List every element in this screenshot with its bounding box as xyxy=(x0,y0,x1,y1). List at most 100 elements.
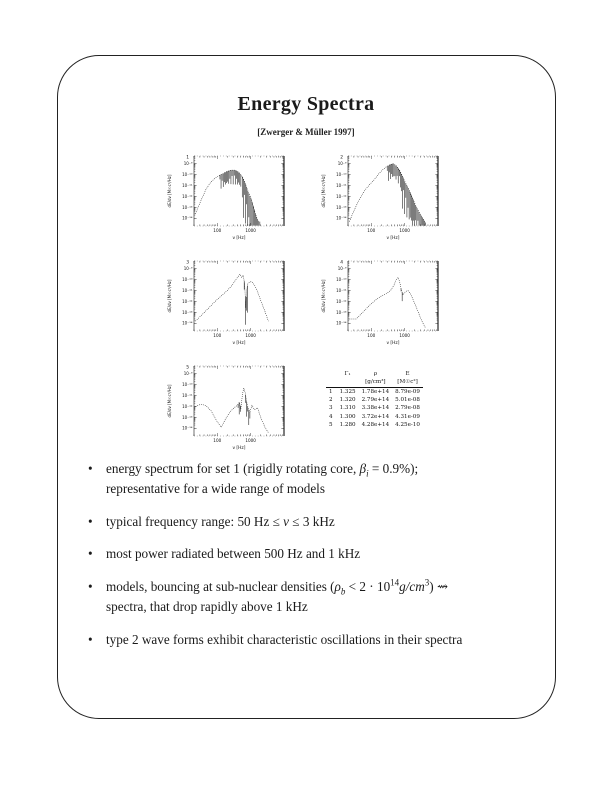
header-cell-gamma: Γ₁ xyxy=(344,371,351,377)
svg-text:ν [Hz]: ν [Hz] xyxy=(387,340,400,346)
bullet-icon: • xyxy=(88,631,93,647)
table-row: 3 1.310 3.38e+14 2.79e-08 xyxy=(326,404,423,412)
cell-energy: 4.25e-10 xyxy=(395,421,420,428)
svg-text:1000: 1000 xyxy=(245,228,256,233)
table-header-units-row: [g/cm³] [M☉c²] xyxy=(326,378,423,389)
svg-text:10⁻¹³: 10⁻¹³ xyxy=(336,310,347,315)
header-unit-cell xyxy=(326,378,337,389)
svg-text:100: 100 xyxy=(367,333,375,338)
svg-text:ν [Hz]: ν [Hz] xyxy=(387,235,400,241)
svg-text:10⁻¹⁴: 10⁻¹⁴ xyxy=(336,216,347,221)
spectrum-plot-2: 10⁻⁹ 10⁻¹⁰ 10⁻¹¹ 10⁻¹² 10⁻¹³ 10⁻¹⁴ 100 1000 ν [H… xyxy=(321,155,439,241)
svg-text:10⁻⁹: 10⁻⁹ xyxy=(338,161,347,166)
svg-text:10⁻¹⁴: 10⁻¹⁴ xyxy=(182,216,193,221)
svg-text:10⁻¹¹: 10⁻¹¹ xyxy=(182,393,193,398)
bullet-list: • energy spectrum for set 1 (rigidly rot… xyxy=(88,459,552,663)
table-header-row: Γ₁ ρ E xyxy=(326,370,423,378)
svg-text:10⁻¹²: 10⁻¹² xyxy=(182,194,193,199)
header-unit-cell-energy: [M☉c²] xyxy=(392,378,423,389)
svg-text:10⁻⁹: 10⁻⁹ xyxy=(338,266,347,271)
table-row: 1 1.325 1.78e+14 8.79e-09 xyxy=(326,388,423,397)
svg-text:ν [Hz]: ν [Hz] xyxy=(233,235,246,241)
svg-text:3: 3 xyxy=(186,260,189,266)
spectra-figure-grid: 10⁻⁹ 10⁻¹⁰ 10⁻¹¹ 10⁻¹² 10⁻¹³ 10⁻¹⁴ 100 1000 ν [H… xyxy=(164,150,458,461)
bullet-text: most power radiated between 500 Hz and 1… xyxy=(106,546,361,562)
table-row: 4 1.300 3.72e+14 4.31e-09 xyxy=(326,413,423,421)
svg-text:100: 100 xyxy=(367,228,375,233)
svg-text:1000: 1000 xyxy=(245,438,256,443)
cell-energy: 5.01e-08 xyxy=(395,397,420,404)
spectrum-plot-1: 10⁻⁹ 10⁻¹⁰ 10⁻¹¹ 10⁻¹² 10⁻¹³ 10⁻¹⁴ 100 1000 ν [H… xyxy=(167,155,285,241)
svg-text:2: 2 xyxy=(340,155,343,161)
svg-text:1000: 1000 xyxy=(399,228,410,233)
svg-text:10⁻¹²: 10⁻¹² xyxy=(336,299,347,304)
cell-density: 1.78e+14 xyxy=(361,389,390,396)
model-parameter-table-wrap: Γ₁ ρ E [g/cm³] [M☉c²] 1 1.325 1.78e+14 8… xyxy=(318,360,458,461)
page-title: Energy Spectra xyxy=(237,93,375,115)
list-item: • type 2 wave forms exhibit characterist… xyxy=(88,630,552,650)
svg-text:100: 100 xyxy=(213,333,221,338)
bullet-text: typical frequency range: 50 Hz ≤ ν ≤ 3 k… xyxy=(106,513,335,529)
cell-density: 4.28e+14 xyxy=(361,421,390,428)
svg-text:10⁻¹⁰: 10⁻¹⁰ xyxy=(182,382,193,387)
spectrum-plot-4: 10⁻⁹ 10⁻¹⁰ 10⁻¹¹ 10⁻¹² 10⁻¹³ 10⁻¹⁴ 100 1000 ν [H… xyxy=(321,260,439,346)
cell-gamma: 1.325 xyxy=(339,389,356,396)
cell-density: 3.72e+14 xyxy=(361,413,390,420)
svg-text:1000: 1000 xyxy=(245,333,256,338)
cell-energy: 2.79e-08 xyxy=(395,405,420,412)
svg-text:10⁻¹¹: 10⁻¹¹ xyxy=(336,183,347,188)
svg-text:10⁻¹⁴: 10⁻¹⁴ xyxy=(182,426,193,431)
svg-text:1000: 1000 xyxy=(399,333,410,338)
svg-text:dE/dν [M☉c²/Hz]: dE/dν [M☉c²/Hz] xyxy=(167,279,172,312)
svg-text:10⁻¹²: 10⁻¹² xyxy=(182,299,193,304)
cell-gamma: 1.310 xyxy=(339,405,356,412)
table-header: Γ₁ ρ E [g/cm³] [M☉c²] xyxy=(326,370,423,389)
svg-text:ν [Hz]: ν [Hz] xyxy=(233,445,246,451)
cell-model-number: 3 xyxy=(329,405,333,412)
svg-text:dE/dν [M☉c²/Hz]: dE/dν [M☉c²/Hz] xyxy=(321,279,326,312)
model-parameter-table: Γ₁ ρ E [g/cm³] [M☉c²] 1 1.325 1.78e+14 8… xyxy=(326,370,423,429)
svg-text:10⁻¹³: 10⁻¹³ xyxy=(182,205,193,210)
bullet-icon: • xyxy=(88,461,93,476)
slide-border-frame xyxy=(57,55,556,719)
svg-text:dE/dν [M☉c²/Hz]: dE/dν [M☉c²/Hz] xyxy=(167,384,172,417)
svg-text:10⁻¹⁴: 10⁻¹⁴ xyxy=(336,321,347,326)
svg-text:4: 4 xyxy=(340,260,343,266)
svg-text:10⁻¹⁰: 10⁻¹⁰ xyxy=(182,277,193,282)
list-item: • energy spectrum for set 1 (rigidly rot… xyxy=(88,459,552,499)
svg-text:1: 1 xyxy=(186,155,189,161)
svg-text:10⁻¹¹: 10⁻¹¹ xyxy=(336,288,347,293)
cell-density: 2.79e+14 xyxy=(361,397,390,404)
svg-text:dE/dν [M☉c²/Hz]: dE/dν [M☉c²/Hz] xyxy=(167,174,172,207)
bullet-text: energy spectrum for set 1 (rigidly rotat… xyxy=(106,461,419,496)
cell-density: 3.38e+14 xyxy=(361,405,390,412)
list-item: • most power radiated between 500 Hz and… xyxy=(88,544,552,564)
bullet-text: type 2 wave forms exhibit characteristic… xyxy=(106,631,463,647)
svg-text:10⁻¹⁴: 10⁻¹⁴ xyxy=(182,321,193,326)
header-cell-energy: E xyxy=(405,371,410,377)
svg-text:5: 5 xyxy=(186,365,189,371)
spectrum-plot-5: 10⁻⁹ 10⁻¹⁰ 10⁻¹¹ 10⁻¹² 10⁻¹³ 10⁻¹⁴ 100 1000 ν [H… xyxy=(167,365,285,451)
svg-text:ν [Hz]: ν [Hz] xyxy=(233,340,246,346)
cell-gamma: 1.320 xyxy=(339,397,356,404)
svg-text:10⁻⁹: 10⁻⁹ xyxy=(184,266,193,271)
svg-text:10⁻¹²: 10⁻¹² xyxy=(336,194,347,199)
table-row: 2 1.320 2.79e+14 5.01e-08 xyxy=(326,396,423,404)
cell-model-number: 1 xyxy=(329,389,333,396)
svg-text:10⁻¹⁰: 10⁻¹⁰ xyxy=(336,172,347,177)
bullet-icon: • xyxy=(88,546,93,562)
svg-text:10⁻¹⁰: 10⁻¹⁰ xyxy=(182,172,193,177)
cell-energy: 4.31e-09 xyxy=(395,413,420,420)
bullet-icon: • xyxy=(88,579,93,595)
cell-energy: 8.79e-09 xyxy=(395,389,420,396)
svg-text:10⁻¹⁰: 10⁻¹⁰ xyxy=(336,277,347,282)
cell-model-number: 5 xyxy=(329,421,333,428)
list-item: • models, bouncing at sub-nuclear densit… xyxy=(88,577,552,617)
svg-text:10⁻⁹: 10⁻⁹ xyxy=(184,371,193,376)
svg-text:10⁻¹³: 10⁻¹³ xyxy=(336,205,347,210)
cell-model-number: 4 xyxy=(329,413,333,420)
spectrum-plot-3: 10⁻⁹ 10⁻¹⁰ 10⁻¹¹ 10⁻¹² 10⁻¹³ 10⁻¹⁴ 100 1000 ν [H… xyxy=(167,260,285,346)
cell-gamma: 1.300 xyxy=(339,413,356,420)
list-item: • typical frequency range: 50 Hz ≤ ν ≤ 3… xyxy=(88,512,552,532)
